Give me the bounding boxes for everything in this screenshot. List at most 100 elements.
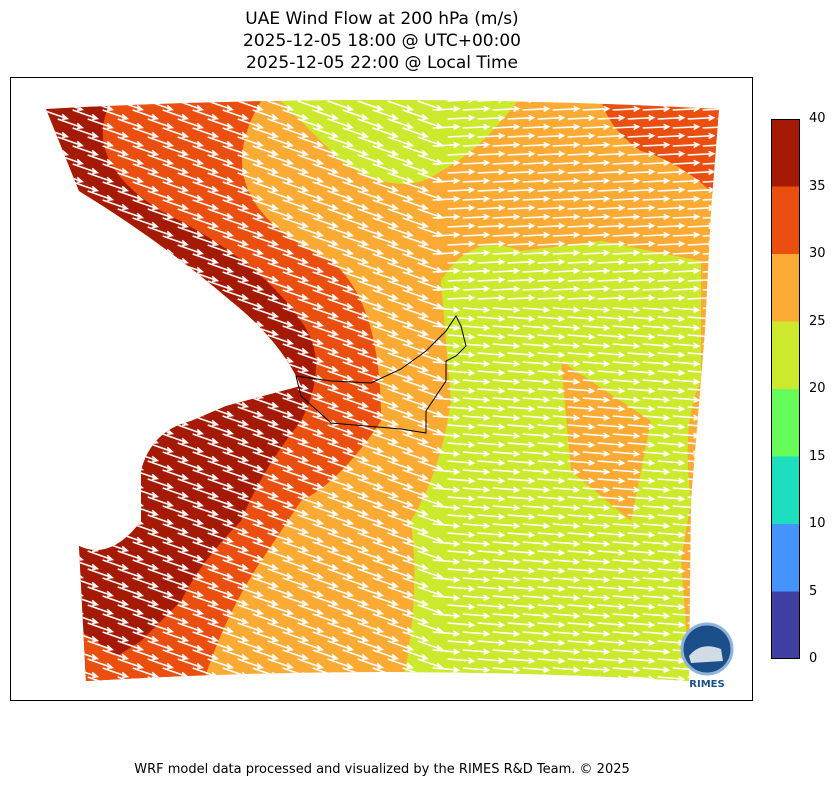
wind-arrow: [597, 441, 626, 448]
wind-arrow: [447, 240, 476, 248]
wind-arrow: [657, 549, 686, 556]
wind-arrow: [642, 594, 671, 601]
wind-arrow: [46, 523, 70, 535]
wind-arrow: [447, 459, 476, 466]
wind-arrow: [657, 621, 686, 628]
wind-arrow: [507, 168, 536, 176]
wind-arrow: [282, 325, 310, 337]
wind-arrow: [597, 567, 626, 574]
wind-arrow: [177, 640, 205, 652]
wind-arrow: [432, 195, 461, 203]
wind-arrow: [87, 478, 115, 490]
wind-arrow: [117, 640, 145, 652]
wind-arrow: [312, 577, 340, 589]
wind-arrow: [207, 154, 235, 166]
wind-arrow: [342, 343, 370, 355]
wind-arrow: [612, 612, 641, 619]
wind-arrow: [627, 657, 656, 664]
wind-arrow: [522, 432, 551, 439]
wind-arrow: [567, 513, 596, 520]
wind-arrow: [267, 280, 295, 292]
wind-arrow: [432, 450, 461, 457]
wind-arrow: [72, 487, 100, 499]
wind-arrow: [387, 334, 415, 346]
wind-arrow: [132, 577, 160, 589]
wind-arrow: [252, 487, 280, 499]
wind-arrow: [57, 406, 85, 418]
wind-arrow: [567, 294, 596, 302]
wind-arrow: [552, 396, 581, 403]
wind-arrow: [147, 172, 175, 184]
wind-arrow: [552, 576, 581, 583]
wind-arrow: [447, 603, 476, 610]
wind-arrow: [117, 352, 145, 364]
wind-arrow: [567, 204, 596, 212]
wind-arrow: [237, 244, 265, 256]
wind-arrow: [357, 478, 385, 490]
wind-arrow: [297, 658, 325, 670]
wind-arrow: [582, 378, 611, 385]
wind-arrow: [492, 177, 521, 185]
wind-arrow: [522, 342, 551, 349]
wind-arrow: [657, 603, 686, 610]
wind-arrow: [57, 334, 85, 346]
wind-arrow: [612, 159, 641, 167]
wind-arrow: [282, 595, 310, 607]
wind-arrow: [372, 397, 400, 409]
wind-arrow: [402, 451, 430, 463]
wind-arrow: [567, 639, 596, 646]
wind-arrow: [387, 208, 415, 220]
wind-arrow: [132, 631, 160, 643]
wind-arrow: [192, 451, 220, 463]
logo-rimes: RIMES: [680, 622, 734, 690]
wind-arrow: [657, 168, 686, 176]
wind-arrow: [447, 477, 476, 484]
wind-arrow: [687, 100, 716, 104]
wind-arrow: [537, 294, 566, 302]
wind-arrow: [717, 204, 719, 212]
wind-arrow: [57, 514, 85, 526]
wind-arrow: [492, 231, 521, 239]
wind-arrow: [342, 325, 370, 337]
wind-arrow: [507, 114, 536, 122]
wind-arrow: [552, 159, 581, 167]
wind-arrow: [432, 342, 461, 349]
wind-arrow: [72, 361, 100, 373]
wind-arrow: [342, 415, 370, 427]
wind-arrow: [87, 334, 115, 346]
wind-arrow: [252, 343, 280, 355]
wind-arrow: [46, 397, 70, 409]
wind-arrow: [327, 460, 355, 472]
wind-arrow: [72, 145, 100, 157]
colorbar-tick-label: 25: [809, 313, 826, 329]
colorbar: [771, 119, 800, 659]
wind-arrow: [612, 450, 641, 457]
wind-arrow: [117, 370, 145, 382]
wind-arrow: [117, 262, 145, 274]
wind-arrow: [597, 204, 626, 212]
wind-arrow: [342, 505, 370, 517]
wind-arrow: [117, 658, 145, 670]
wind-arrow: [87, 406, 115, 418]
wind-arrow: [372, 235, 400, 247]
colorbar-tick-label: 10: [809, 516, 826, 531]
wind-arrow: [597, 240, 626, 248]
wind-arrow: [147, 460, 175, 472]
wind-arrow: [102, 163, 130, 175]
wind-arrow: [552, 105, 581, 113]
wind-arrow: [252, 199, 280, 211]
wind-arrow: [567, 186, 596, 194]
wind-arrow: [357, 586, 385, 598]
wind-arrow: [477, 675, 506, 681]
wind-arrow: [402, 307, 430, 319]
wind-arrow: [642, 249, 671, 257]
wind-arrow: [57, 208, 85, 220]
wind-arrow: [387, 262, 415, 274]
wind-arrow: [522, 105, 551, 113]
wind-arrow: [537, 132, 566, 140]
wind-arrow: [357, 622, 385, 634]
wind-arrow: [627, 315, 656, 322]
wind-arrow: [342, 613, 370, 625]
wind-arrow: [147, 406, 175, 418]
wind-arrow: [87, 424, 115, 436]
